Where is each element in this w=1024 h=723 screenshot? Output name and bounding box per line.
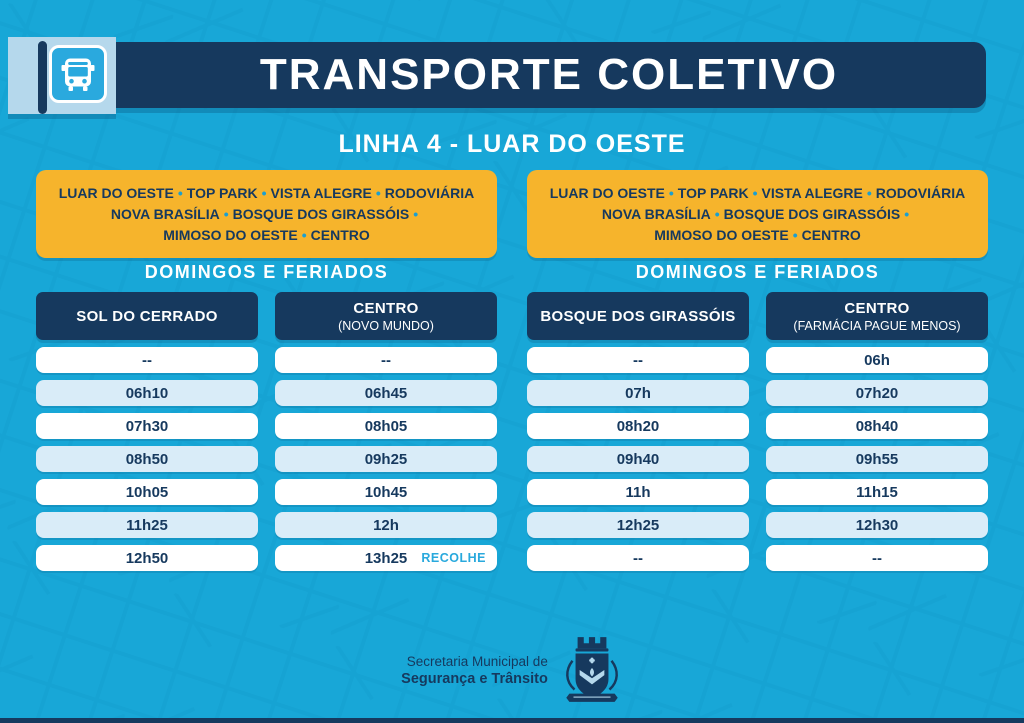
route-stops-line: MIMOSO DO OESTE • CENTRO	[163, 226, 370, 243]
time-cell: --	[275, 347, 497, 373]
time-cell: 12h30	[766, 512, 988, 538]
time-cell: 07h20	[766, 380, 988, 406]
route-stops-line: LUAR DO OESTE • TOP PARK • VISTA ALEGRE • RODO…	[549, 184, 966, 201]
time-cell: 06h10	[36, 380, 258, 406]
time-cell-with-note: 13h25 RECOLHE	[275, 545, 497, 571]
column-header: CENTRO (NOVO MUNDO)	[275, 292, 497, 340]
schedule-column: CENTRO (FARMÁCIA PAGUE MENOS) 06h 07h20 …	[766, 292, 988, 571]
column-subtitle: (FARMÁCIA PAGUE MENOS)	[793, 318, 961, 333]
footer-org-line1: Secretaria Municipal de	[406, 653, 548, 669]
column-title: CENTRO	[353, 299, 419, 317]
bus-icon	[61, 58, 95, 91]
time-cell: 09h25	[275, 446, 497, 472]
column-title: CENTRO	[844, 299, 910, 317]
time-cell: --	[766, 545, 988, 571]
time-cell: 08h50	[36, 446, 258, 472]
schedule-column: CENTRO (NOVO MUNDO) -- 06h45 08h05 09h25…	[275, 292, 497, 571]
time-cell: 08h40	[766, 413, 988, 439]
column-subtitle: (NOVO MUNDO)	[338, 318, 434, 333]
time-cell: 12h50	[36, 545, 258, 571]
route-stops-line: NOVA BRASÍLIA • BOSQUE DOS GIRASSÓIS •	[601, 205, 910, 222]
time-cell: 09h40	[527, 446, 749, 472]
time-cell: --	[36, 347, 258, 373]
line-subtitle: LINHA 4 - LUAR DO OESTE	[338, 130, 686, 158]
recolhe-badge: RECOLHE	[421, 551, 486, 565]
time-cell: --	[527, 347, 749, 373]
time-cell: 11h	[527, 479, 749, 505]
time-cell: 10h45	[275, 479, 497, 505]
time-cell: 08h05	[275, 413, 497, 439]
route-stops-line: LUAR DO OESTE • TOP PARK • VISTA ALEGRE • RODO…	[58, 184, 475, 201]
schedule-column: SOL DO CERRADO -- 06h10 07h30 08h50 10h0…	[36, 292, 258, 571]
route-box: LUAR DO OESTE • TOP PARK • VISTA ALEGRE • RODO…	[527, 170, 988, 258]
time-cell: --	[527, 545, 749, 571]
route-stops-line: MIMOSO DO OESTE • CENTRO	[654, 226, 861, 243]
time-cell: 06h45	[275, 380, 497, 406]
schedule-column: BOSQUE DOS GIRASSÓIS -- 07h 08h20 09h40 …	[527, 292, 749, 571]
page-title: TRANSPORTE COLETIVO	[259, 50, 839, 99]
bottom-edge-strip	[0, 718, 1024, 723]
time-value: 13h25	[364, 549, 408, 567]
time-cell: 07h	[527, 380, 749, 406]
column-title: SOL DO CERRADO	[76, 307, 218, 325]
footer: Secretaria Municipal de Segurança e Trân…	[0, 634, 1024, 706]
bus-stop-pole	[38, 41, 47, 114]
column-header: BOSQUE DOS GIRASSÓIS	[527, 292, 749, 340]
time-cell: 06h	[766, 347, 988, 373]
time-cell: 12h25	[527, 512, 749, 538]
time-cell: 09h55	[766, 446, 988, 472]
time-cell: 12h	[275, 512, 497, 538]
time-cell: 08h20	[527, 413, 749, 439]
column-header: CENTRO (FARMÁCIA PAGUE MENOS)	[766, 292, 988, 340]
section-heading: DOMINGOS E FERIADOS	[635, 262, 880, 282]
municipal-crest-icon	[565, 637, 618, 702]
column-title: BOSQUE DOS GIRASSÓIS	[540, 307, 736, 325]
footer-org-line2: Segurança e Trânsito	[401, 670, 548, 687]
time-cell: 07h30	[36, 413, 258, 439]
time-cell: 10h05	[36, 479, 258, 505]
route-box: LUAR DO OESTE • TOP PARK • VISTA ALEGRE • RODO…	[36, 170, 497, 258]
bus-stop-icon	[49, 45, 107, 103]
route-stops-line: NOVA BRASÍLIA • BOSQUE DOS GIRASSÓIS •	[110, 205, 419, 222]
column-header: SOL DO CERRADO	[36, 292, 258, 340]
bus-stop-sign-panel	[8, 37, 116, 114]
time-cell: 11h15	[766, 479, 988, 505]
title-bar: TRANSPORTE COLETIVO	[112, 42, 986, 108]
footer-text: Secretaria Municipal de Segurança e Trân…	[401, 654, 548, 687]
section-heading: DOMINGOS E FERIADOS	[144, 262, 389, 282]
time-cell: 11h25	[36, 512, 258, 538]
